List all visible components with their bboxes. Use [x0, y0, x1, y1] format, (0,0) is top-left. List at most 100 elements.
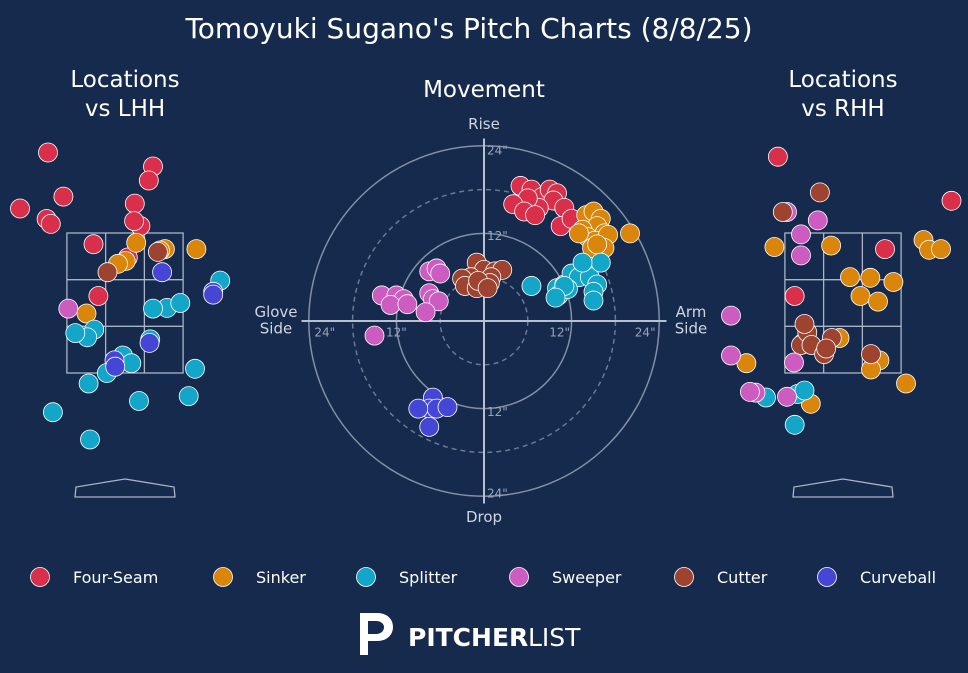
pitch-point: [186, 239, 207, 260]
pitch-point: [840, 267, 860, 288]
panel-title-line: vs LHH: [85, 96, 165, 122]
movement-point: [430, 263, 451, 284]
brand: PITCHER LIST: [360, 613, 581, 655]
strike-zone: [784, 232, 902, 374]
locations-vs-lhh-panel: [10, 142, 231, 498]
movement-point: [415, 302, 436, 323]
pitch-point: [10, 198, 30, 219]
legend-swatch: [213, 567, 233, 587]
legend-swatch: [674, 567, 694, 587]
panel-title-line: vs RHH: [801, 96, 884, 122]
legend-item: Four-Seam: [30, 567, 158, 587]
movement-point: [590, 252, 611, 273]
pitch-point: [83, 234, 104, 255]
pitch-point: [850, 286, 871, 306]
pitch-point: [58, 298, 79, 319]
pitch-point: [80, 429, 100, 450]
legend-item: Sweeper: [509, 567, 622, 587]
pitch-point: [721, 305, 741, 326]
chart-title: Tomoyuki Sugano's Pitch Charts (8/8/25): [184, 12, 752, 45]
pitch-point: [78, 373, 99, 394]
pitch-point: [861, 344, 881, 365]
movement-panel-title: Movement: [423, 77, 545, 103]
ring-label: 24": [314, 326, 335, 340]
pitch-point: [88, 286, 109, 306]
movement-point: [620, 223, 640, 244]
pitch-point: [121, 353, 142, 374]
pitch-point: [105, 356, 126, 377]
pitch-point: [931, 239, 951, 260]
legend-swatch: [30, 567, 50, 587]
ring-label: 12": [487, 405, 508, 419]
legend-item: Curveball: [817, 567, 936, 587]
movement-point: [525, 205, 545, 226]
brand-bold-text: PITCHER: [408, 623, 528, 652]
pitch-point: [129, 391, 149, 411]
panel-title-line: Locations: [70, 67, 179, 93]
glove-side-label-line: Side: [260, 320, 292, 338]
legend-label: Curveball: [860, 568, 936, 587]
pitch-point: [65, 323, 86, 344]
pitch-point: [794, 314, 815, 334]
pitch-point: [178, 386, 199, 407]
pitch-point: [784, 352, 804, 373]
movement-point: [583, 290, 604, 311]
pitch-point: [816, 338, 837, 359]
movement-point: [545, 287, 566, 308]
movement-point: [419, 416, 440, 437]
pitch-point: [740, 381, 760, 402]
locations-vs-rhh-panel: [721, 146, 962, 498]
pitch-point: [896, 373, 916, 394]
pitch-point: [791, 224, 811, 245]
pitch-point: [143, 298, 163, 319]
pitch-point: [784, 414, 805, 435]
pitch-point: [126, 232, 147, 253]
pitch-point: [875, 239, 895, 260]
rhh-panel-title: Locations vs RHH: [788, 67, 897, 122]
legend-label: Splitter: [399, 568, 458, 587]
brand-light-text: LIST: [528, 623, 581, 652]
legend-label: Sinker: [256, 568, 306, 587]
legend-item: Cutter: [674, 567, 768, 587]
pitch-point: [38, 142, 58, 163]
pitch-point: [170, 293, 191, 313]
movement-point: [364, 325, 385, 346]
pitch-point: [721, 345, 741, 366]
glove-side-label: Glove Side: [254, 303, 297, 338]
pitch-point: [791, 245, 811, 266]
legend: Four-Seam Sinker Splitter Sweeper Cutter Curv…: [30, 567, 936, 587]
home-plate: [74, 478, 176, 498]
ring-label: 24": [487, 143, 508, 157]
pitch-point: [768, 146, 788, 167]
movement-point: [437, 397, 458, 418]
ring-label: 12": [487, 229, 508, 243]
pitch-point: [883, 272, 904, 292]
movement-point: [408, 398, 429, 419]
pitch-point: [76, 303, 97, 324]
pitch-point: [138, 170, 159, 191]
pitch-point: [124, 193, 145, 214]
legend-label: Cutter: [717, 568, 768, 587]
rise-label: Rise: [468, 115, 500, 133]
ring-label: 24": [487, 487, 508, 501]
pitch-point: [868, 291, 888, 312]
pitch-point: [43, 402, 63, 423]
pitch-point: [784, 286, 805, 306]
pitch-point: [777, 386, 797, 407]
movement-point: [587, 234, 608, 255]
movement-point: [521, 276, 542, 296]
pitch-point: [185, 358, 205, 379]
ring-label: 12": [386, 326, 407, 340]
movement-point: [569, 223, 589, 244]
legend-item: Splitter: [356, 567, 458, 587]
legend-label: Sweeper: [552, 568, 622, 587]
ring-label: 24": [635, 326, 656, 340]
legend-label: Four-Seam: [73, 568, 158, 587]
movement-point: [572, 252, 593, 273]
pitch-point: [203, 284, 224, 305]
pitch-point: [53, 186, 74, 207]
pitch-point: [139, 332, 160, 353]
home-plate: [792, 478, 894, 498]
